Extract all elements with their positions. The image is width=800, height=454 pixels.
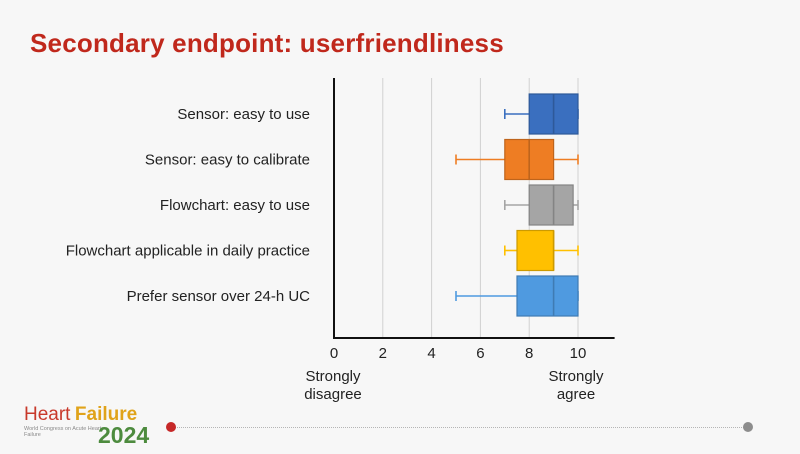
box-rect-4	[516, 229, 555, 272]
box-3	[503, 184, 579, 226]
footer-dot-red	[166, 422, 176, 432]
footer-progress-line	[172, 427, 748, 428]
x-tick-label-4: 4	[427, 345, 435, 362]
box-4	[503, 229, 579, 272]
x-tick-label-10: 10	[570, 345, 587, 362]
box-rect-3	[528, 184, 574, 226]
box-layer	[455, 93, 579, 317]
axis-layer: 0 2 4 6 8 10	[330, 78, 615, 362]
annotation-strongly-disagree: Strongly disagree	[304, 368, 362, 403]
logo-failure-text: Failure	[74, 404, 138, 425]
category-label-2: Sensor: easy to calibrate	[145, 152, 310, 169]
annotation-strongly-agree: Strongly agree	[548, 368, 604, 403]
logo-year: 2024	[98, 422, 150, 448]
category-label-4: Flowchart applicable in daily practice	[66, 243, 310, 260]
logo-subtitle: World Congress on Acute Heart Failure	[24, 426, 102, 438]
category-label-3: Flowchart: easy to use	[160, 197, 310, 214]
category-label-1: Sensor: easy to use	[177, 106, 310, 123]
box-rect-5	[516, 275, 579, 317]
box-1	[503, 93, 579, 135]
logo-heart-text: Heart	[24, 404, 71, 425]
slide-title: Secondary endpoint: userfriendliness	[30, 28, 504, 58]
category-labels: Sensor: easy to use Sensor: easy to calib…	[66, 106, 310, 305]
x-tick-label-2: 2	[379, 345, 387, 362]
x-tick-label-8: 8	[525, 345, 533, 362]
x-tick-label-6: 6	[476, 345, 484, 362]
footer-dot-grey	[743, 422, 753, 432]
category-label-5: Prefer sensor over 24-h UC	[127, 288, 311, 305]
heart-failure-logo: Heart Failure World Congress on Acute He…	[24, 404, 149, 448]
box-5	[455, 275, 579, 317]
box-2	[455, 138, 579, 181]
x-tick-label-0: 0	[330, 345, 338, 362]
